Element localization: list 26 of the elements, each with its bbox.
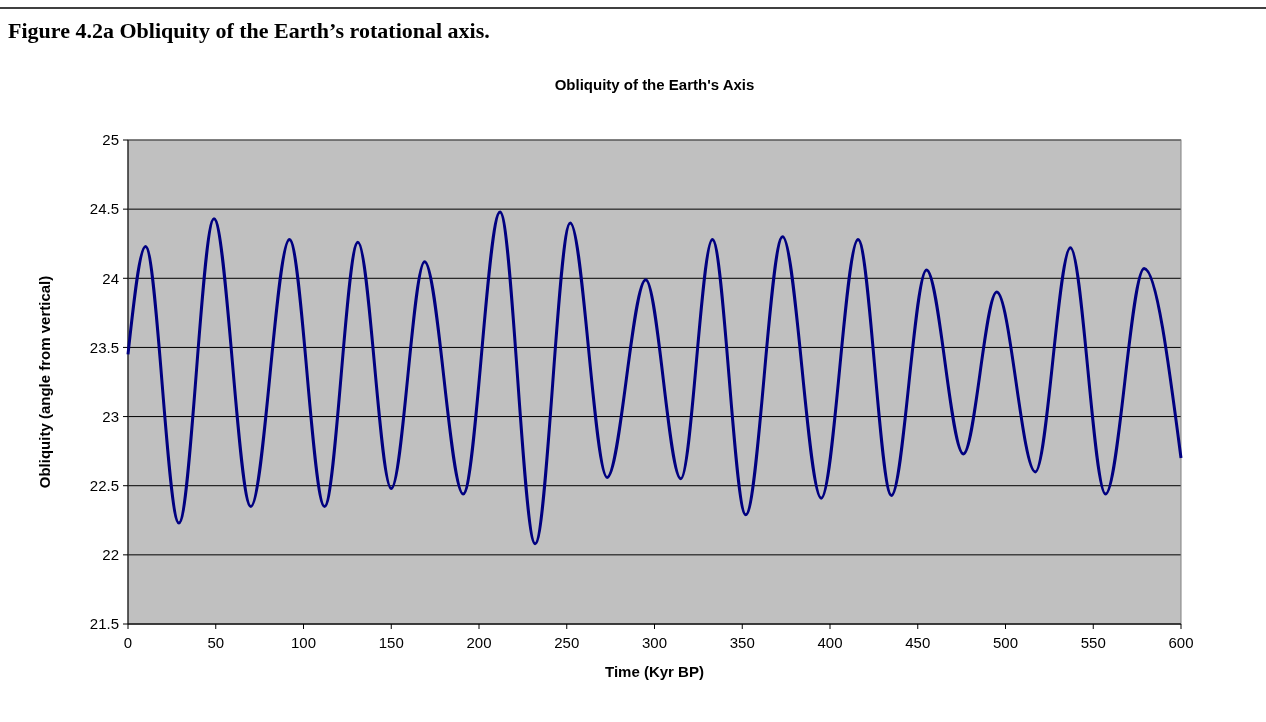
y-tick-label: 22 [102, 546, 119, 564]
x-tick-label: 50 [207, 634, 225, 651]
x-tick-label: 250 [554, 634, 580, 651]
y-tick-label: 21.5 [89, 615, 119, 633]
x-tick-label: 150 [378, 634, 404, 651]
x-tick-label: 300 [641, 634, 668, 651]
line-series [126, 210, 1183, 546]
x-tick-label: 200 [466, 634, 492, 651]
y-tick-label: 24 [102, 269, 119, 287]
y-tick-label: 23.5 [89, 338, 119, 356]
y-tick-label: 23 [102, 407, 119, 425]
y-axis-title: Obliquity (angle from vertical) [36, 275, 53, 489]
chart-subtitle: Obliquity of the Earth's Axis [554, 76, 755, 93]
x-tick-label: 450 [905, 634, 931, 651]
x-tick-label: 100 [290, 634, 317, 651]
x-tick-label: 500 [992, 634, 1019, 651]
y-tick-label: 25 [102, 131, 119, 149]
x-tick-label: 550 [1080, 634, 1106, 651]
x-tick-label: 400 [817, 634, 843, 651]
x-tick-label: 600 [1168, 634, 1194, 651]
x-tick-label: 350 [729, 634, 755, 651]
chart-title: Figure 4.2a Obliquity of the Earth’s rotational axis. [8, 18, 490, 43]
x-axis-title: Time (Kyr BP) [605, 663, 704, 680]
y-tick-label: 24.5 [89, 200, 119, 218]
x-tick-label: 0 [123, 634, 133, 651]
y-tick-label: 22.5 [89, 476, 119, 494]
